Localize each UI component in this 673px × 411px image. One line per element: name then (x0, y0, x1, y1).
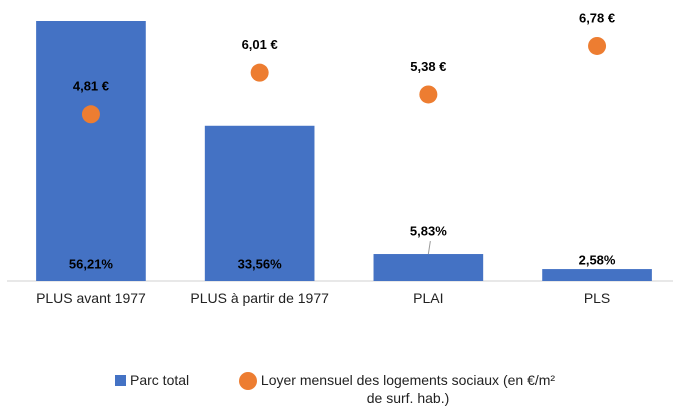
bar (542, 269, 652, 281)
bar (204, 125, 315, 281)
x-tick-label: PLAI (413, 290, 444, 306)
legend-label: Parc total (130, 372, 190, 388)
bar (36, 21, 146, 281)
data-label: 4,81 € (73, 79, 109, 94)
x-tick-label: PLUS à partir de 1977 (190, 290, 329, 306)
data-label: 5,83% (410, 223, 447, 238)
data-label: 33,56% (238, 256, 283, 271)
x-tick-label: PLS (583, 290, 611, 306)
leader-line (427, 240, 431, 255)
data-label: 56,21% (69, 256, 114, 271)
data-label: 2,58% (579, 253, 616, 268)
bar (373, 254, 484, 281)
data-label: 5,38 € (410, 59, 446, 74)
legend-swatch (115, 375, 126, 386)
legend-swatch (239, 372, 257, 390)
legend-label: Loyer mensuel des logements sociaux (en … (260, 372, 556, 406)
dot (250, 63, 269, 82)
dot (81, 105, 100, 124)
data-label: 6,01 € (242, 37, 278, 52)
dot (419, 85, 438, 104)
x-tick-label: PLUS avant 1977 (36, 290, 146, 306)
data-label: 6,78 € (579, 10, 615, 25)
dot (588, 36, 607, 55)
